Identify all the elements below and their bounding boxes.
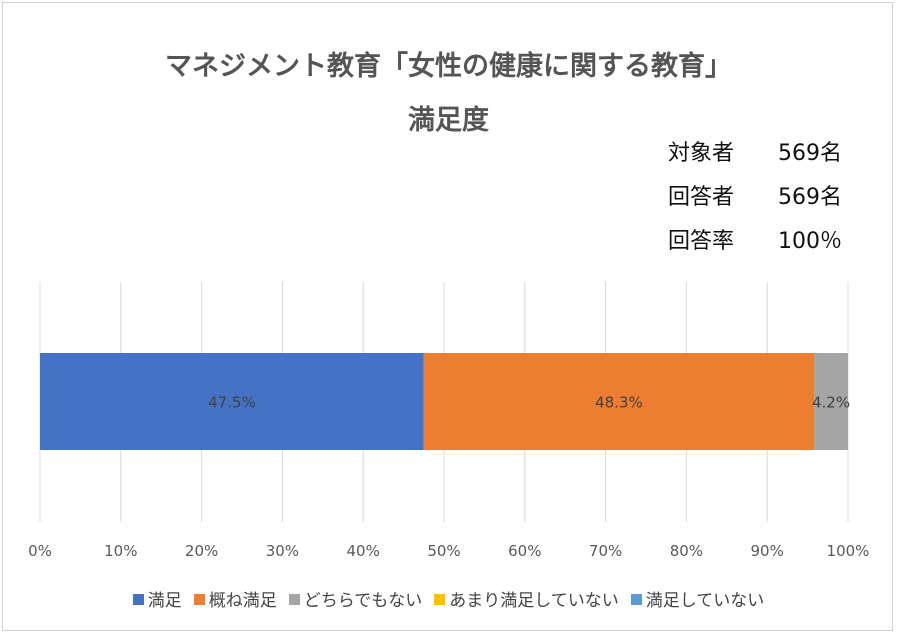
summary-row-rate: 回答率 100％ <box>668 220 842 264</box>
legend-item: あまり満足していない <box>434 586 619 611</box>
legend-label: あまり満足していない <box>449 591 619 611</box>
summary-value: 569名 <box>778 185 842 210</box>
legend-item: 満足していない <box>630 586 765 611</box>
legend-swatch <box>630 593 642 605</box>
legend-label: 満足していない <box>645 591 765 611</box>
summary-value: 100％ <box>778 229 842 254</box>
summary-value: 569名 <box>778 141 842 166</box>
bar-segment <box>423 353 815 450</box>
legend-item: どちらでもない <box>288 586 423 611</box>
x-tick-label: 0% <box>28 542 52 560</box>
summary-label: 回答者 <box>668 185 735 210</box>
legend-label: 満足 <box>147 591 182 611</box>
x-tick-label: 30% <box>266 542 299 560</box>
summary-label: 対象者 <box>668 141 735 166</box>
x-tick-label: 70% <box>589 542 622 560</box>
legend-label: どちらでもない <box>303 591 423 611</box>
x-tick-label: 80% <box>670 542 703 560</box>
legend-swatch <box>434 593 446 605</box>
data-label: 47.5% <box>208 394 256 412</box>
summary-row-target: 対象者 569名 <box>668 132 842 176</box>
legend-swatch <box>132 593 144 605</box>
bar-segment <box>814 353 848 450</box>
legend-swatch <box>193 593 205 605</box>
x-tick-label: 60% <box>508 542 541 560</box>
bar-segment <box>40 353 424 450</box>
data-label: 4.2% <box>812 394 850 412</box>
legend-item: 満足 <box>132 586 182 611</box>
response-summary: 対象者 569名 回答者 569名 回答率 100％ <box>668 132 842 264</box>
summary-row-respondents: 回答者 569名 <box>668 176 842 220</box>
chart-subtitle: 満足度 <box>408 105 489 136</box>
legend-label: 概ね満足 <box>208 591 277 611</box>
x-tick-label: 100% <box>827 542 870 560</box>
x-tick-label: 20% <box>185 542 218 560</box>
legend-swatch <box>288 593 300 605</box>
summary-label: 回答率 <box>668 229 735 254</box>
x-tick-label: 90% <box>751 542 784 560</box>
legend-item: 概ね満足 <box>193 586 277 611</box>
x-tick-label: 10% <box>104 542 137 560</box>
chart-title: マネジメント教育「女性の健康に関する教育」 <box>165 51 732 82</box>
data-label: 48.3% <box>595 394 643 412</box>
x-tick-label: 50% <box>427 542 460 560</box>
legend: 満足 概ね満足 どちらでもない あまり満足していない 満足していない <box>0 586 897 611</box>
x-tick-label: 40% <box>347 542 380 560</box>
